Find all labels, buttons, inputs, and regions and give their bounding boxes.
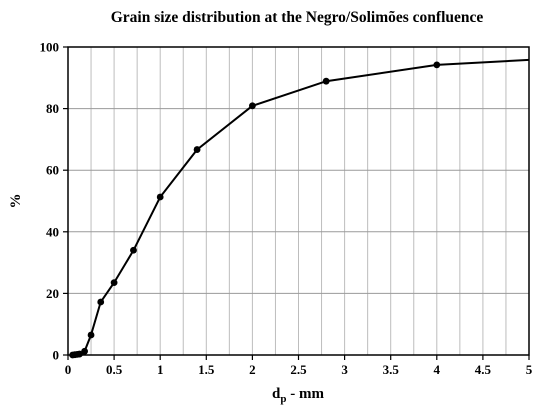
x-tick-label: 4.5	[475, 362, 492, 377]
grid	[68, 47, 529, 355]
x-tick-label: 2.5	[290, 362, 307, 377]
x-axis-label-main: d	[272, 386, 281, 402]
x-axis-label-subscript: p	[280, 393, 286, 405]
data-point	[433, 61, 441, 69]
y-tick-label: 0	[53, 348, 60, 363]
data-point	[322, 77, 330, 85]
chart-title: Grain size distribution at the Negro/Sol…	[111, 9, 484, 26]
x-axis-label-unit: - mm	[286, 386, 324, 402]
x-tick-label: 0	[65, 362, 72, 377]
y-tick-labels: 0 20 40 60 80 100	[40, 40, 60, 363]
data-point	[110, 279, 118, 287]
x-tick-labels: 0 0.5 1 1.5 2 2.5 3 3.5 4 4.5 5	[65, 362, 533, 377]
x-tick-label: 5	[526, 362, 533, 377]
x-tick-label: 4	[434, 362, 441, 377]
y-tick-label: 100	[40, 40, 60, 55]
data-point	[130, 246, 137, 254]
ticks	[63, 46, 530, 360]
data-point	[193, 146, 201, 153]
y-tick-label: 20	[46, 286, 59, 301]
x-axis-label: dp - mm	[272, 386, 324, 405]
data-point	[97, 298, 105, 306]
data-point	[156, 193, 164, 201]
y-tick-label: 40	[46, 224, 59, 239]
data-point	[249, 102, 256, 110]
data-point	[81, 347, 88, 355]
series-line	[72, 58, 530, 356]
x-tick-label: 1.5	[198, 362, 215, 377]
x-tick-label: 0.5	[106, 362, 123, 377]
x-tick-label: 1	[157, 362, 164, 377]
x-tick-label: 3	[341, 362, 348, 377]
x-tick-label: 2	[249, 362, 256, 377]
y-tick-label: 80	[46, 101, 59, 116]
y-axis-label: %	[8, 194, 24, 209]
data-point	[87, 331, 95, 339]
y-tick-label: 60	[46, 163, 59, 178]
x-tick-label: 3.5	[383, 362, 400, 377]
data-point	[76, 350, 83, 358]
